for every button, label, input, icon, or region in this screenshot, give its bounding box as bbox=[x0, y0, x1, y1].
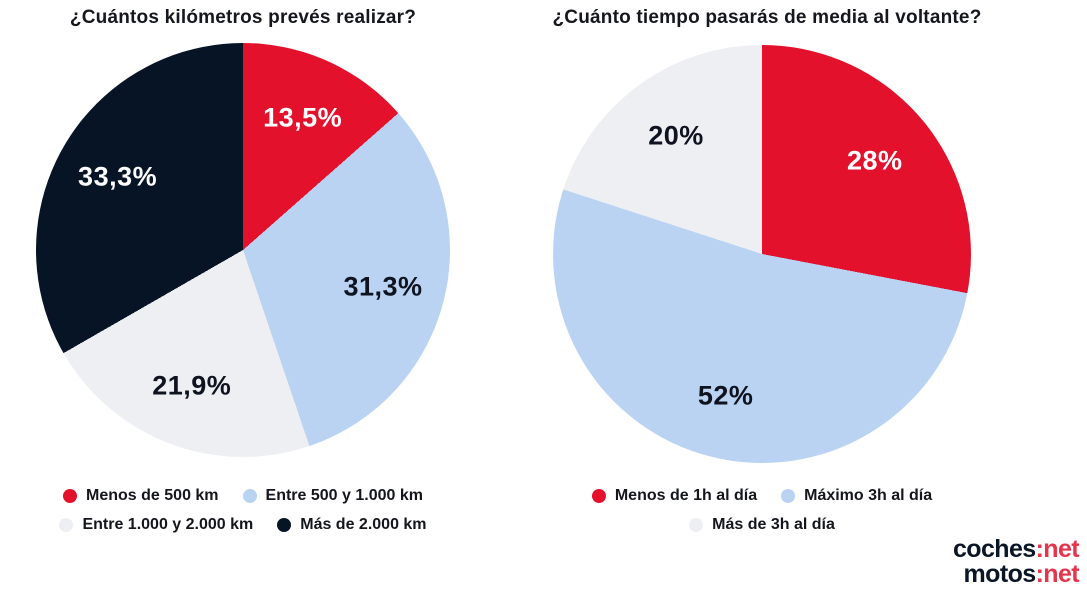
logo-motos-net-text: :net bbox=[1035, 560, 1080, 588]
slice-value-label: 33,3% bbox=[78, 161, 158, 192]
chart-title-tiempo: ¿Cuánto tiempo pasarás de media al volta… bbox=[552, 7, 982, 28]
legend-item: Más de 2.000 km bbox=[277, 516, 427, 534]
slice-value-label: 28% bbox=[846, 145, 903, 176]
legend-dot bbox=[59, 518, 74, 532]
legend-label: Entre 1.000 y 2.000 km bbox=[82, 516, 254, 533]
legend-dot bbox=[591, 489, 606, 503]
legend-item: Entre 500 y 1.000 km bbox=[242, 487, 423, 505]
logo-line-coches: coches:net bbox=[953, 535, 1080, 563]
legend-item: Más de 3h al día bbox=[689, 516, 835, 534]
legend-label: Menos de 500 km bbox=[86, 487, 219, 504]
legend-dot bbox=[63, 489, 78, 503]
legend-dot bbox=[689, 518, 704, 532]
logo-line-motos: motos:net bbox=[953, 560, 1080, 588]
legend-dot bbox=[242, 489, 257, 503]
pie-tiempo: 28% 52% 20% bbox=[553, 45, 971, 463]
legend-label: Máximo 3h al día bbox=[804, 487, 933, 504]
legend-label: Menos de 1h al día bbox=[614, 487, 758, 504]
legend-dot bbox=[277, 518, 292, 532]
logo-motos-text: motos bbox=[963, 560, 1037, 588]
logo-coches-net-text: :net bbox=[1035, 535, 1080, 563]
slice-value-label: 20% bbox=[648, 120, 704, 151]
slice-value-label: 52% bbox=[697, 380, 754, 411]
legend-label: Más de 3h al día bbox=[712, 516, 835, 533]
legend-kilometros: Menos de 500 km Entre 500 y 1.000 km Entre… bbox=[36, 487, 450, 534]
logo-coches-text: coches bbox=[953, 535, 1036, 563]
brand-logo: coches:net motos:net bbox=[953, 535, 1080, 588]
legend-item: Menos de 1h al día bbox=[591, 487, 758, 505]
legend-tiempo: Menos de 1h al día Máximo 3h al día Más de… bbox=[553, 487, 971, 534]
legend-label: Entre 500 y 1.000 km bbox=[265, 487, 423, 504]
slice-value-label: 21,9% bbox=[152, 370, 232, 401]
slice-value-label: 13,5% bbox=[263, 102, 343, 133]
chart-title-kilometros: ¿Cuántos kilómetros prevés realizar? bbox=[69, 7, 417, 28]
pie-kilometros: 13,5% 31,3% 21,9% 33,3% bbox=[36, 43, 450, 457]
slice-value-label: 31,3% bbox=[343, 271, 423, 302]
legend-item: Máximo 3h al día bbox=[781, 487, 932, 505]
legend-item: Menos de 500 km bbox=[63, 487, 219, 505]
legend-item: Entre 1.000 y 2.000 km bbox=[59, 516, 253, 534]
legend-dot bbox=[781, 489, 796, 503]
legend-label: Más de 2.000 km bbox=[300, 516, 427, 533]
